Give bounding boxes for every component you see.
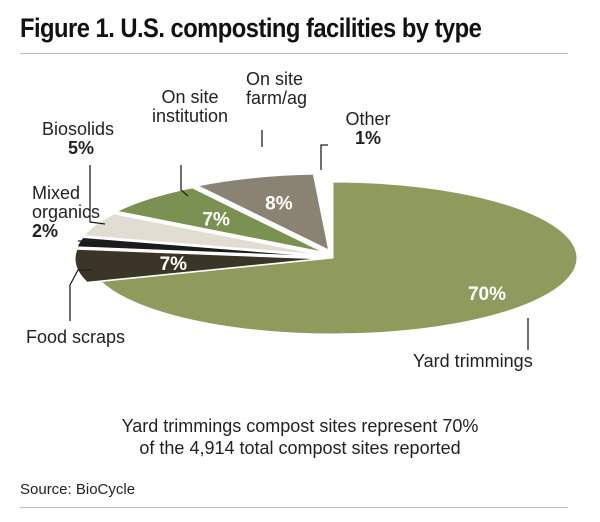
label-yard-trimmings: Yard trimmings [413,352,533,371]
label-farm-line1: On site [246,69,304,89]
label-mixed-pct: 2% [32,221,59,241]
label-biosolids-name: Biosolids [42,119,115,139]
label-mixed-organics: Mixed organics 2% [32,184,100,241]
label-biosolids-pct: 5% [68,138,95,158]
label-institution: On site institution [146,88,234,126]
label-institution-line2: institution [151,106,229,126]
label-other-name: Other [345,109,391,129]
label-farm-line2: farm/ag [246,88,308,108]
pie-slice-on-site-farm-ag [196,173,330,251]
label-mixed-line1: Mixed [32,183,81,203]
pie-slice-on-site-institution [115,187,324,253]
source-credit: Source: BioCycle [20,481,136,498]
label-food-name: Food scraps [26,327,126,347]
pie-slice-yard-trimmings [99,181,578,335]
label-food-scraps: Food scraps [26,328,125,347]
label-other-pct: 1% [354,128,381,148]
slice-percent-label: 8% [265,193,293,214]
pie-slice-mixed-organics [76,237,320,257]
bottom-divider [20,507,568,508]
label-mixed-line2: organics [32,202,101,222]
pie-slice-food-scraps [74,248,320,283]
leader-line-institution [180,165,189,197]
label-yard-name: Yard trimmings [413,351,533,371]
pie-chart: 70% 7% 7% 8% [69,130,578,350]
leader-line-biosolids [89,165,106,225]
slice-percent-label: 7% [160,254,188,275]
leader-line-other [320,144,328,170]
label-farm: On site farm/ag [246,70,307,108]
pie-slice-biosolids [82,213,321,256]
pie-slice-other [316,173,334,250]
title-divider [20,53,568,54]
chart-caption: Yard trimmings compost sites represent 7… [0,415,600,459]
caption-line2: of the 4,914 total compost sites reporte… [139,438,461,458]
leader-line-food [69,269,93,321]
slice-percent-label: 70% [468,284,506,305]
slice-percent-label: 7% [202,210,230,231]
chart-title: Figure 1. U.S. composting facilities by … [20,13,482,43]
label-other: Other 1% [342,110,394,148]
label-biosolids: Biosolids 5% [42,120,114,158]
caption-line1: Yard trimmings compost sites represent 7… [121,416,479,436]
label-institution-line1: On site [161,87,219,107]
